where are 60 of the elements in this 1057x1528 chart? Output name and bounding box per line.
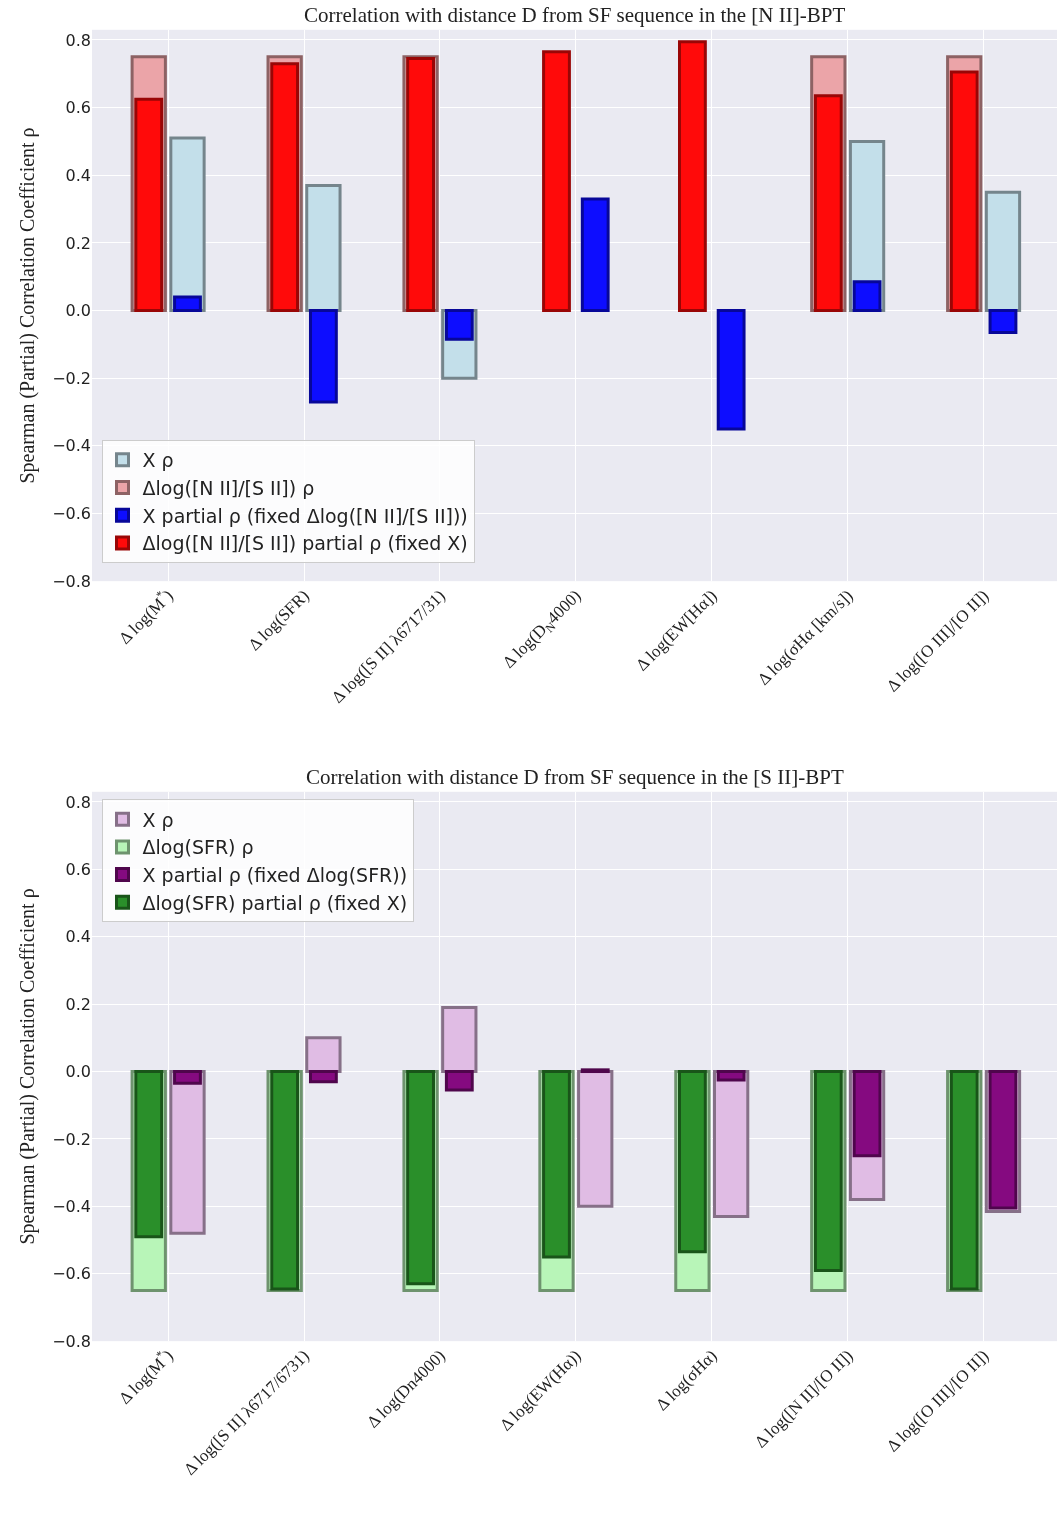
- bar: [444, 309, 474, 341]
- bar: [677, 1070, 707, 1254]
- bar: [169, 136, 206, 313]
- bar: [444, 1070, 474, 1092]
- y-tick-label: 0.6: [65, 98, 91, 118]
- bar: [988, 309, 1018, 335]
- bar: [542, 50, 571, 313]
- y-tick-label: 0.4: [65, 165, 91, 185]
- bar: [813, 1070, 843, 1272]
- bar: [305, 1036, 342, 1074]
- bar: [580, 197, 610, 313]
- bar: [852, 1070, 882, 1158]
- legend-label: X ρ: [142, 808, 174, 831]
- chart-title: Correlation with distance D from SF sequence in the [S II]-BPT: [306, 765, 844, 789]
- bar: [169, 1070, 206, 1235]
- legend-label: Δlog([N II]/[S II]) partial ρ (fixed X): [142, 532, 468, 555]
- y-tick-label: −0.8: [52, 571, 91, 591]
- y-tick-label: −0.6: [52, 504, 91, 524]
- bar: [305, 183, 342, 313]
- y-tick-label: 0.2: [65, 233, 91, 253]
- legend-label: Δlog(SFR) ρ: [142, 836, 254, 859]
- y-tick-label: 0.6: [65, 859, 91, 879]
- bar: [712, 1070, 750, 1218]
- bar: [716, 309, 746, 431]
- bar: [577, 1070, 614, 1208]
- y-tick-label: −0.8: [52, 1331, 91, 1351]
- bar: [173, 295, 202, 313]
- bar: [852, 280, 882, 313]
- y-tick-label: 0.8: [65, 792, 91, 812]
- bar: [134, 1070, 164, 1239]
- bar: [542, 1070, 571, 1259]
- y-tick-label: 0.0: [65, 1062, 91, 1082]
- bar: [949, 70, 979, 313]
- y-axis-title: Spearman (Partial) Correlation Coefficient ρ: [15, 888, 39, 1245]
- y-tick-label: 0.8: [65, 30, 91, 50]
- bar: [813, 94, 843, 313]
- y-tick-label: 0.0: [65, 301, 91, 321]
- y-axis-title: Spearman (Partial) Correlation Coefficient ρ: [15, 127, 39, 484]
- legend-label: X ρ: [142, 449, 174, 472]
- legend-label: X partial ρ (fixed Δlog([N II]/[S II])): [142, 504, 468, 527]
- legend-label: Δlog([N II]/[S II]) ρ: [142, 476, 315, 499]
- legend-label: Δlog(SFR) partial ρ (fixed X): [142, 891, 408, 914]
- y-tick-label: −0.4: [52, 436, 91, 456]
- y-tick-label: 0.4: [65, 927, 91, 947]
- bar: [134, 97, 164, 313]
- y-tick-label: −0.2: [52, 1129, 91, 1149]
- chart-title: Correlation with distance D from SF sequence in the [N II]-BPT: [304, 3, 846, 27]
- bar: [677, 40, 707, 313]
- bar: [984, 190, 1022, 313]
- bar: [270, 62, 300, 313]
- y-tick-label: −0.2: [52, 368, 91, 388]
- bar: [716, 1070, 746, 1082]
- bar: [308, 309, 338, 404]
- y-tick-label: 0.2: [65, 994, 91, 1014]
- y-tick-label: −0.6: [52, 1264, 91, 1284]
- legend-label: X partial ρ (fixed Δlog(SFR)): [142, 864, 408, 887]
- bar: [441, 1005, 478, 1074]
- bar: [173, 1070, 202, 1085]
- bar: [308, 1070, 338, 1084]
- y-tick-label: −0.4: [52, 1196, 91, 1216]
